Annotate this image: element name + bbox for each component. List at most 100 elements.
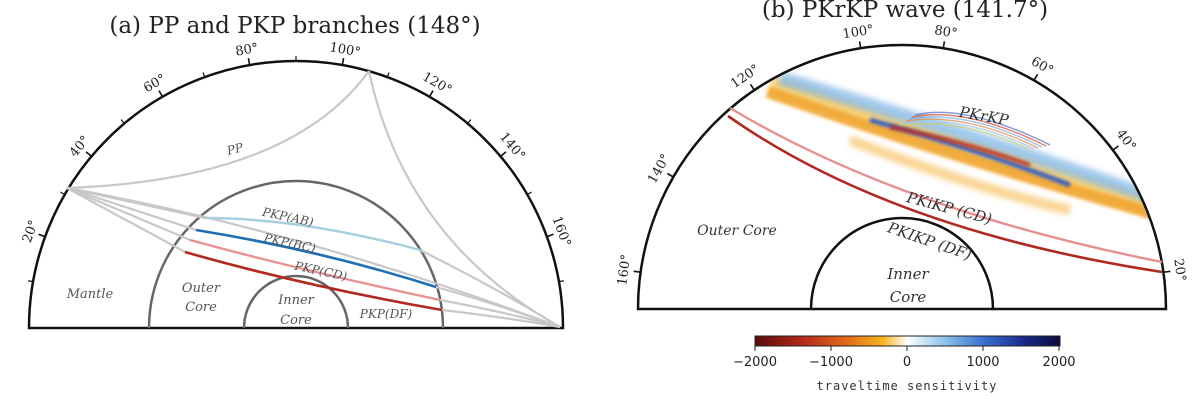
- tick-mark-60: [1033, 73, 1039, 81]
- tick-mark-8: [1163, 270, 1171, 274]
- label-inner-core-2: Core: [890, 288, 927, 306]
- colorbar-tick-1: −2000: [733, 355, 777, 370]
- tick-100: 100°: [328, 40, 361, 60]
- panel-a-ticks: [28, 56, 564, 283]
- tick-mark-150: [666, 172, 674, 178]
- tick-60: 60°: [141, 72, 168, 97]
- tick-20: 20°: [1170, 258, 1188, 283]
- label-outer-core: Outer Core: [697, 223, 777, 239]
- ray-mantle-leg-6: [435, 285, 561, 329]
- ray-mantle-leg-2: [66, 186, 197, 232]
- tick-140: 140°: [645, 152, 674, 187]
- colorbar-tick-4: 1000: [966, 355, 999, 370]
- minor-tick-10: [28, 280, 34, 283]
- tick-mark-40: [500, 151, 507, 157]
- panel-b-inner-core-boundary: [809, 216, 995, 310]
- label-mantle: Mantle: [66, 287, 114, 302]
- label-inner-core-1: Inner: [277, 293, 315, 308]
- ray-pkp-bc: [195, 228, 437, 289]
- minor-tick-110: [386, 72, 390, 78]
- colorbar-label: traveltime sensitivity: [817, 379, 998, 393]
- ray-pkp-ab: [204, 216, 421, 252]
- kernel-ripple: [902, 120, 1035, 150]
- label-pkp-df: PKP(DF): [359, 307, 413, 321]
- kernel-band-orange-lower: [848, 135, 1072, 215]
- kernel-band-red-core: [889, 125, 1031, 167]
- panel-b-ticks: [633, 41, 1171, 274]
- ray-pkikp-df: [727, 114, 1163, 274]
- kernel-band-blue-outer: [778, 71, 1163, 207]
- colorbar-tick-2: −1000: [809, 355, 853, 370]
- kernel-ripple: [908, 116, 1043, 148]
- kernel-ripple: [914, 111, 1051, 146]
- label-pkp-cd: PKP(CD): [292, 258, 348, 283]
- panel-b-pkrkp: (b) PKrKP wave (141.7°) 20° 40° 60° 80° …: [600, 0, 1200, 408]
- tick-20: 20°: [20, 218, 42, 245]
- colorbar: [754, 335, 1061, 347]
- tick-mark-100: [247, 58, 251, 66]
- tick-40: 40°: [67, 133, 93, 160]
- ray-mantle-leg-1: [66, 186, 206, 220]
- tick-60: 60°: [1028, 54, 1055, 79]
- tick-mark-20: [546, 233, 554, 238]
- kernel-ripple: [911, 113, 1047, 147]
- ray-pkp-df: [184, 250, 443, 312]
- panel-a-title: (a) PP and PKP branches (148°): [109, 13, 480, 39]
- label-outer-core-1: Outer: [182, 281, 221, 296]
- tick-mark-124: [749, 83, 756, 91]
- tick-mark-160: [38, 233, 46, 238]
- panel-b-svg: (b) PKrKP wave (141.7°) 20° 40° 60° 80° …: [615, 0, 1188, 393]
- tick-mark-80: [341, 58, 345, 66]
- label-inner-core-1: Inner: [886, 265, 929, 283]
- minor-tick-170: [558, 280, 564, 283]
- ray-mantle-leg-8: [441, 308, 561, 329]
- ray-mantle-leg-5: [419, 249, 561, 328]
- minor-tick-130: [467, 119, 472, 124]
- ray-pkp-cd: [189, 238, 441, 302]
- panel-a-pp-pkp: (a) PP and PKP branches (148°) 20° 40° 6…: [20, 13, 574, 330]
- tick-80: 80°: [933, 23, 958, 41]
- tick-mark-99: [858, 41, 862, 49]
- tick-mark-81: [942, 41, 946, 49]
- pkrkp-sensitivity-kernel: [765, 71, 1163, 220]
- tick-100: 100°: [842, 23, 875, 43]
- label-inner-core-2: Core: [280, 313, 312, 328]
- panel-b-earth-surface: [636, 43, 1168, 311]
- tick-mark-172: [633, 270, 641, 274]
- panel-a-svg: (a) PP and PKP branches (148°) 20° 40° 6…: [20, 13, 574, 330]
- label-pkp-bc: PKP(BC): [262, 231, 318, 256]
- ray-mantle-leg-4: [66, 187, 186, 253]
- minor-tick-50: [120, 119, 125, 124]
- colorbar-tick-3: 0: [903, 355, 911, 370]
- ray-mantle-leg-3: [66, 186, 191, 242]
- minor-tick-150: [526, 191, 532, 196]
- panel-a-earth-surface: [27, 59, 565, 330]
- tick-mark-37: [1112, 145, 1119, 151]
- label-pp: PP: [225, 140, 246, 158]
- kernel-ripples: [899, 111, 1051, 151]
- colorbar-tick-5: 2000: [1042, 355, 1075, 370]
- label-outer-core-2: Core: [185, 300, 217, 315]
- tick-mark-60: [428, 90, 434, 98]
- panel-b-title: (b) PKrKP wave (141.7°): [762, 0, 1048, 23]
- ray-pp-base: [66, 186, 561, 329]
- panel-a-core-mantle-boundary: [147, 179, 445, 329]
- colorbar-ticks: [754, 346, 1060, 351]
- ray-pkikp-cd: [729, 106, 1163, 264]
- tick-mark-140: [85, 151, 92, 157]
- kernel-band-orange-mid: [765, 86, 1158, 220]
- ray-pp-right: [367, 70, 561, 328]
- tick-80: 80°: [234, 41, 259, 60]
- kernel-ripple: [905, 118, 1039, 149]
- tick-160: 160°: [615, 253, 634, 286]
- ray-pp-left: [66, 70, 370, 190]
- label-pkp-ab: PKP(AB): [260, 205, 315, 230]
- ray-mantle-leg-7: [439, 298, 561, 329]
- tick-160: 160°: [549, 214, 574, 249]
- tick-mark-120: [158, 90, 164, 98]
- tick-40: 40°: [1113, 127, 1139, 154]
- minor-tick-70: [202, 72, 206, 78]
- panel-a-inner-core-boundary: [242, 274, 350, 329]
- kernel-ripple: [899, 123, 1031, 151]
- minor-tick-30: [60, 191, 66, 196]
